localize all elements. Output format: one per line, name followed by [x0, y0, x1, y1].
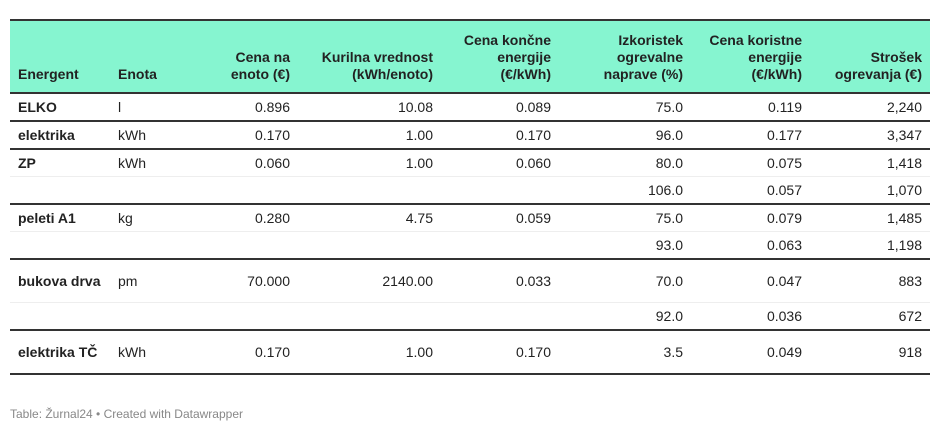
energent-cell	[10, 176, 110, 204]
energent-cell: elektrika	[10, 120, 110, 149]
table-cell: 1.00	[298, 120, 441, 149]
table-cell	[200, 231, 298, 259]
table-cell	[298, 176, 441, 204]
table-cell: 0.075	[691, 148, 810, 177]
table-row: 106.0 0.057 1,070	[10, 176, 930, 204]
table-cell	[200, 176, 298, 204]
table-cell: kg	[110, 203, 200, 232]
table-cell: kWh	[110, 120, 200, 149]
column-header[interactable]: Strošek ogrevanja (€)	[810, 19, 930, 94]
table-cell: 1,198	[810, 231, 930, 259]
table-cell: 0.170	[441, 120, 559, 149]
table-row: elektrika TČ kWh 0.170 1.00 0.170 3.5 0.049 918	[10, 329, 930, 375]
table-cell	[441, 231, 559, 259]
table-cell: 0.049	[691, 329, 810, 375]
table-cell: 0.059	[441, 203, 559, 232]
table-cell: 0.057	[691, 176, 810, 204]
table-cell: 0.089	[515, 99, 551, 115]
table-row: peleti A1 kg 0.280 4.75 0.059 75.0 0.079 1,485	[10, 203, 930, 232]
table-cell: 0.079	[691, 203, 810, 232]
table-cell: pm	[110, 258, 200, 303]
heating-cost-table: Energent Enota Cena na enoto (€) Kurilna vr…	[10, 19, 930, 375]
table-cell: 883	[810, 258, 930, 303]
table-cell: 1.00	[298, 329, 441, 375]
table-cell: 1,418	[810, 148, 930, 177]
table-cell: 80.0	[559, 148, 691, 177]
column-header[interactable]: Enota	[110, 19, 200, 94]
table-cell	[298, 302, 441, 330]
table-row: bukova drva pm 70.000 2140.00 0.033 70.0 0.047…	[10, 258, 930, 303]
table-cell	[200, 302, 298, 330]
energent-cell	[10, 231, 110, 259]
table-cell: 75.0	[559, 203, 691, 232]
table-row: 93.0 0.063 1,198	[10, 231, 930, 259]
table-cell: 0.063	[691, 231, 810, 259]
table-cell: 93.0	[559, 231, 691, 259]
table-cell: 75.0	[655, 99, 683, 115]
table-cell: 3.5	[559, 329, 691, 375]
energent-cell: peleti A1	[10, 203, 110, 232]
table-cell: 96.0	[559, 120, 691, 149]
table-cell: 1,070	[810, 176, 930, 204]
column-header[interactable]: Cena na enoto (€)	[200, 19, 298, 94]
table-cell: 1.00	[298, 148, 441, 177]
column-header[interactable]: Cena končne energije (€/kWh)	[441, 19, 559, 94]
table-cell	[110, 176, 200, 204]
table-cell: 0.119	[768, 99, 802, 115]
table-cell: 0.170	[441, 329, 559, 375]
table-cell: 0.896	[254, 99, 290, 115]
table-cell: 672	[810, 302, 930, 330]
table-cell: kWh	[110, 148, 200, 177]
table-cell	[110, 302, 200, 330]
table-cell: 10.08	[397, 99, 433, 115]
table-cell: 3,347	[810, 120, 930, 149]
table-cell: 0.060	[441, 148, 559, 177]
table-cell: 2,240	[886, 99, 922, 115]
table-cell	[110, 231, 200, 259]
energent-cell: elektrika TČ	[10, 329, 110, 375]
column-header[interactable]: Energent	[10, 19, 110, 94]
table-footer: Table: Žurnal24 • Created with Datawrapp…	[10, 407, 243, 421]
table-cell: 106.0	[559, 176, 691, 204]
table-cell	[298, 231, 441, 259]
table-row: elektrika kWh 0.170 1.00 0.170 96.0 0.177 3,347	[10, 120, 930, 149]
energent-cell: ELKO	[18, 99, 57, 115]
table-cell: 918	[810, 329, 930, 375]
header-row: Energent Enota Cena na enoto (€) Kurilna vr…	[10, 19, 930, 94]
table-cell: 4.75	[298, 203, 441, 232]
table-cell: 1,485	[810, 203, 930, 232]
table-cell: 0.170	[200, 329, 298, 375]
energent-cell	[10, 302, 110, 330]
column-header[interactable]: Izkoristek ogrevalne naprave (%)	[559, 19, 691, 94]
table-cell: 0.177	[691, 120, 810, 149]
table-cell: 70.000	[200, 258, 298, 303]
table-cell: 2140.00	[298, 258, 441, 303]
table-cell: kWh	[110, 329, 200, 375]
table-cell: 0.047	[691, 258, 810, 303]
table-row: 92.0 0.036 672	[10, 302, 930, 330]
table-cell	[441, 302, 559, 330]
table-cell: l	[118, 99, 122, 115]
energent-cell: bukova drva	[10, 258, 110, 303]
table-cell: 0.280	[200, 203, 298, 232]
column-header[interactable]: Cena koristne energije (€/kWh)	[691, 19, 810, 94]
table-cell	[441, 176, 559, 204]
column-header[interactable]: Kurilna vrednost (kWh/enoto)	[298, 19, 441, 94]
table-row: ELKO l 0.896 10.08 0.089 75.0 0.119 2,240	[10, 93, 930, 121]
table-cell: 70.0	[559, 258, 691, 303]
table-cell: 0.033	[441, 258, 559, 303]
table-cell: 0.060	[200, 148, 298, 177]
table-cell: 92.0	[559, 302, 691, 330]
table-row: ZP kWh 0.060 1.00 0.060 80.0 0.075 1,418	[10, 148, 930, 177]
table-cell: 0.036	[691, 302, 810, 330]
table-cell: 0.170	[200, 120, 298, 149]
energent-cell: ZP	[10, 148, 110, 177]
